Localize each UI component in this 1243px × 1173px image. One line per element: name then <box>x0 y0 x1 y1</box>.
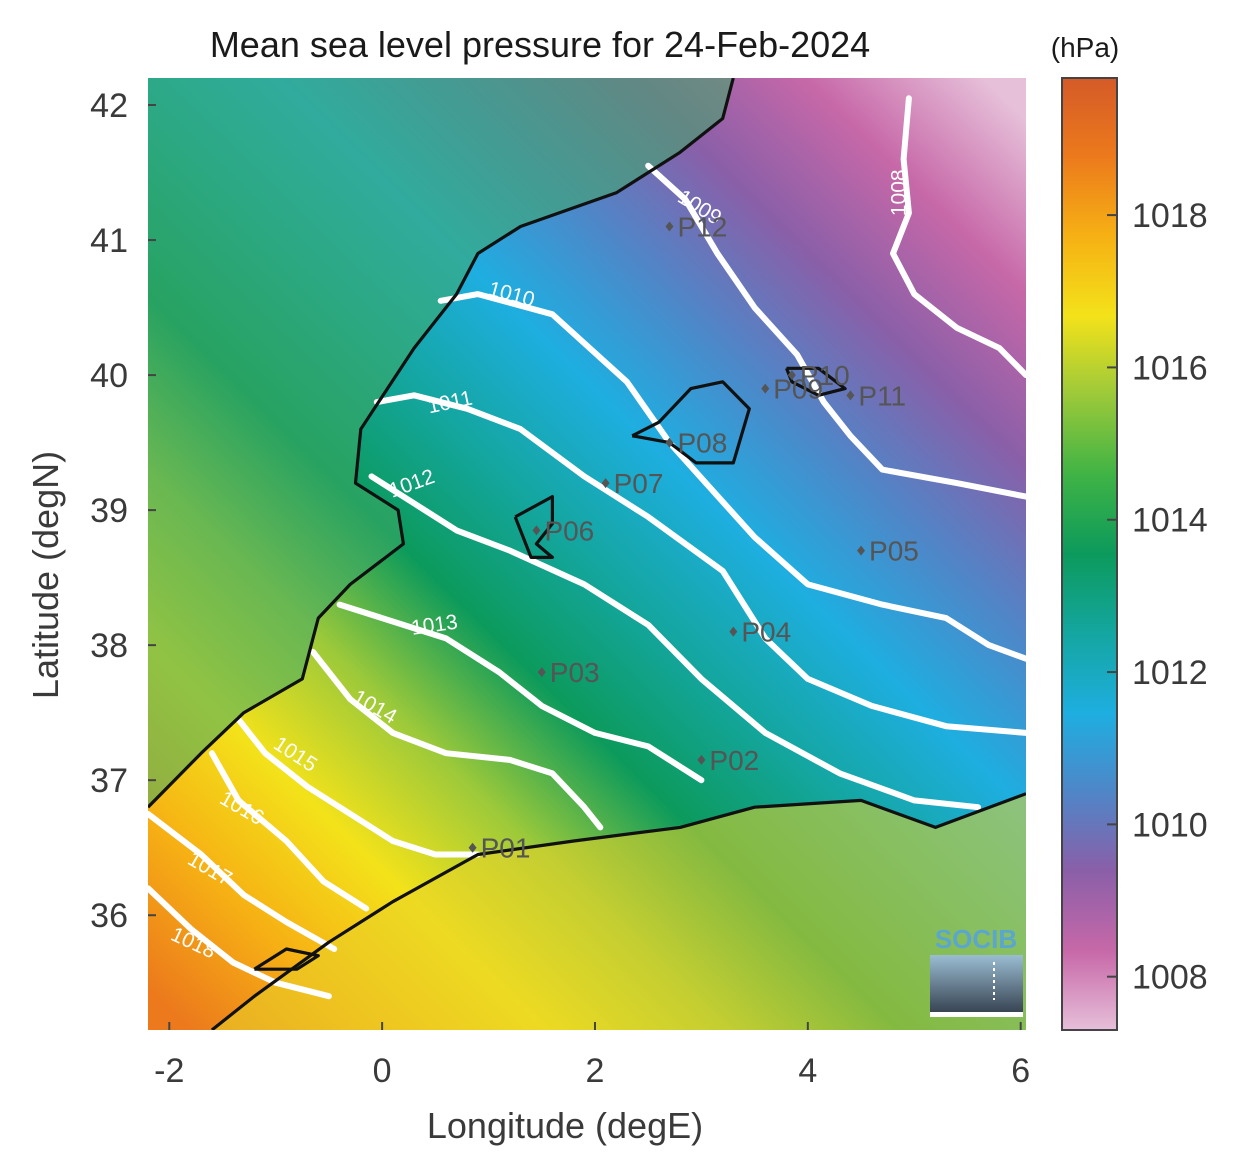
station-label-P10: P10 <box>800 360 850 391</box>
mallorca-coastline <box>631 380 751 465</box>
station-marker-P08 <box>665 437 674 448</box>
station-marker-P04 <box>729 626 738 637</box>
colorbar-unit: (hPa) <box>1051 32 1119 63</box>
colorbar-tick-label: 1008 <box>1132 959 1208 997</box>
colorbar-tick-label: 1014 <box>1132 502 1208 540</box>
station-label-P12: P12 <box>677 212 727 243</box>
station-marker-P03 <box>537 667 546 678</box>
x-tick-label: 6 <box>1011 1052 1030 1090</box>
colorbar-tick-label: 1018 <box>1132 197 1208 235</box>
coastlines <box>148 78 1026 1030</box>
isobar-1017 <box>148 810 338 952</box>
station-marker-P11 <box>846 390 855 401</box>
x-tick-label: 0 <box>373 1052 392 1090</box>
x-tick-label: 2 <box>586 1052 605 1090</box>
isobar-1011 <box>373 392 1026 736</box>
colorbar: 1008 1010 1012 1014 1016 1018 (hPa) <box>1051 32 1208 1031</box>
station-marker-P05 <box>857 545 866 556</box>
y-axis-ticks: 36 37 38 39 40 41 42 <box>90 87 156 935</box>
station-marker-P10 <box>787 370 796 381</box>
isobar-1016 <box>208 750 370 912</box>
menorca-coastline <box>785 366 847 397</box>
isobar-1009 <box>645 162 1026 500</box>
isobar-1018 <box>148 885 332 1000</box>
y-tick-label: 40 <box>90 357 128 395</box>
isobar-1008 <box>890 95 1026 379</box>
station-marker-P12 <box>665 221 674 232</box>
isobar-1013 <box>336 601 705 784</box>
station-label-P02: P02 <box>709 745 759 776</box>
alboran-coastline <box>253 947 320 971</box>
station-label-P01: P01 <box>481 833 531 864</box>
station-label-P03: P03 <box>550 657 600 688</box>
iberia-coastline <box>148 78 735 809</box>
africa-land <box>148 793 1026 1030</box>
station-label-P06: P06 <box>544 515 594 546</box>
chart-title: Mean sea level pressure for 24-Feb-2024 <box>210 24 870 65</box>
station-marker-P02 <box>697 754 706 765</box>
isobar-1014 <box>310 648 604 831</box>
station-marker-P07 <box>601 478 610 489</box>
y-tick-label: 36 <box>90 897 128 935</box>
x-tick-label: -2 <box>154 1052 184 1090</box>
x-axis-ticks: -2 0 2 4 6 <box>154 1022 1030 1090</box>
isobar-1012 <box>368 473 982 811</box>
colorbar-tick-label: 1010 <box>1132 806 1208 844</box>
station-label-P09: P09 <box>773 374 823 405</box>
socib-logo: SOCIB <box>930 924 1023 1017</box>
isobar-1015 <box>235 716 481 858</box>
station-label-P08: P08 <box>677 428 727 459</box>
station-label-P07: P07 <box>614 468 664 499</box>
socib-logo-text: SOCIB <box>935 924 1017 954</box>
ibiza-coastline <box>513 495 554 559</box>
colorbar-gradient <box>1061 77 1118 1031</box>
station-label-P04: P04 <box>741 617 791 648</box>
y-axis-label: Latitude (degN) <box>25 451 66 699</box>
colorbar-ticks: 1008 1010 1012 1014 1016 1018 <box>1107 197 1208 997</box>
station-label-P05: P05 <box>869 536 919 567</box>
station-label-P11: P11 <box>858 380 906 411</box>
y-tick-label: 39 <box>90 492 128 530</box>
colorbar-tick-label: 1012 <box>1132 654 1208 692</box>
y-tick-label: 37 <box>90 762 128 800</box>
africa-coastline <box>210 792 1026 1030</box>
isobar-1010 <box>437 291 1026 662</box>
y-tick-label: 41 <box>90 222 128 260</box>
station-marker-P06 <box>532 525 541 536</box>
x-axis-label: Longitude (degE) <box>427 1105 703 1146</box>
y-tick-label: 38 <box>90 627 128 665</box>
station-marker-P01 <box>468 842 477 853</box>
iberia-land <box>148 78 734 808</box>
isobar-label-1008: 1008 <box>888 169 911 216</box>
station-marker-P09 <box>761 383 770 394</box>
land-areas <box>148 78 1026 1030</box>
map-area: 1008100910101011101210131014101510161017… <box>148 78 1026 1030</box>
y-tick-label: 42 <box>90 87 128 125</box>
colorbar-tick-label: 1016 <box>1132 349 1208 387</box>
x-tick-label: 4 <box>798 1052 817 1090</box>
